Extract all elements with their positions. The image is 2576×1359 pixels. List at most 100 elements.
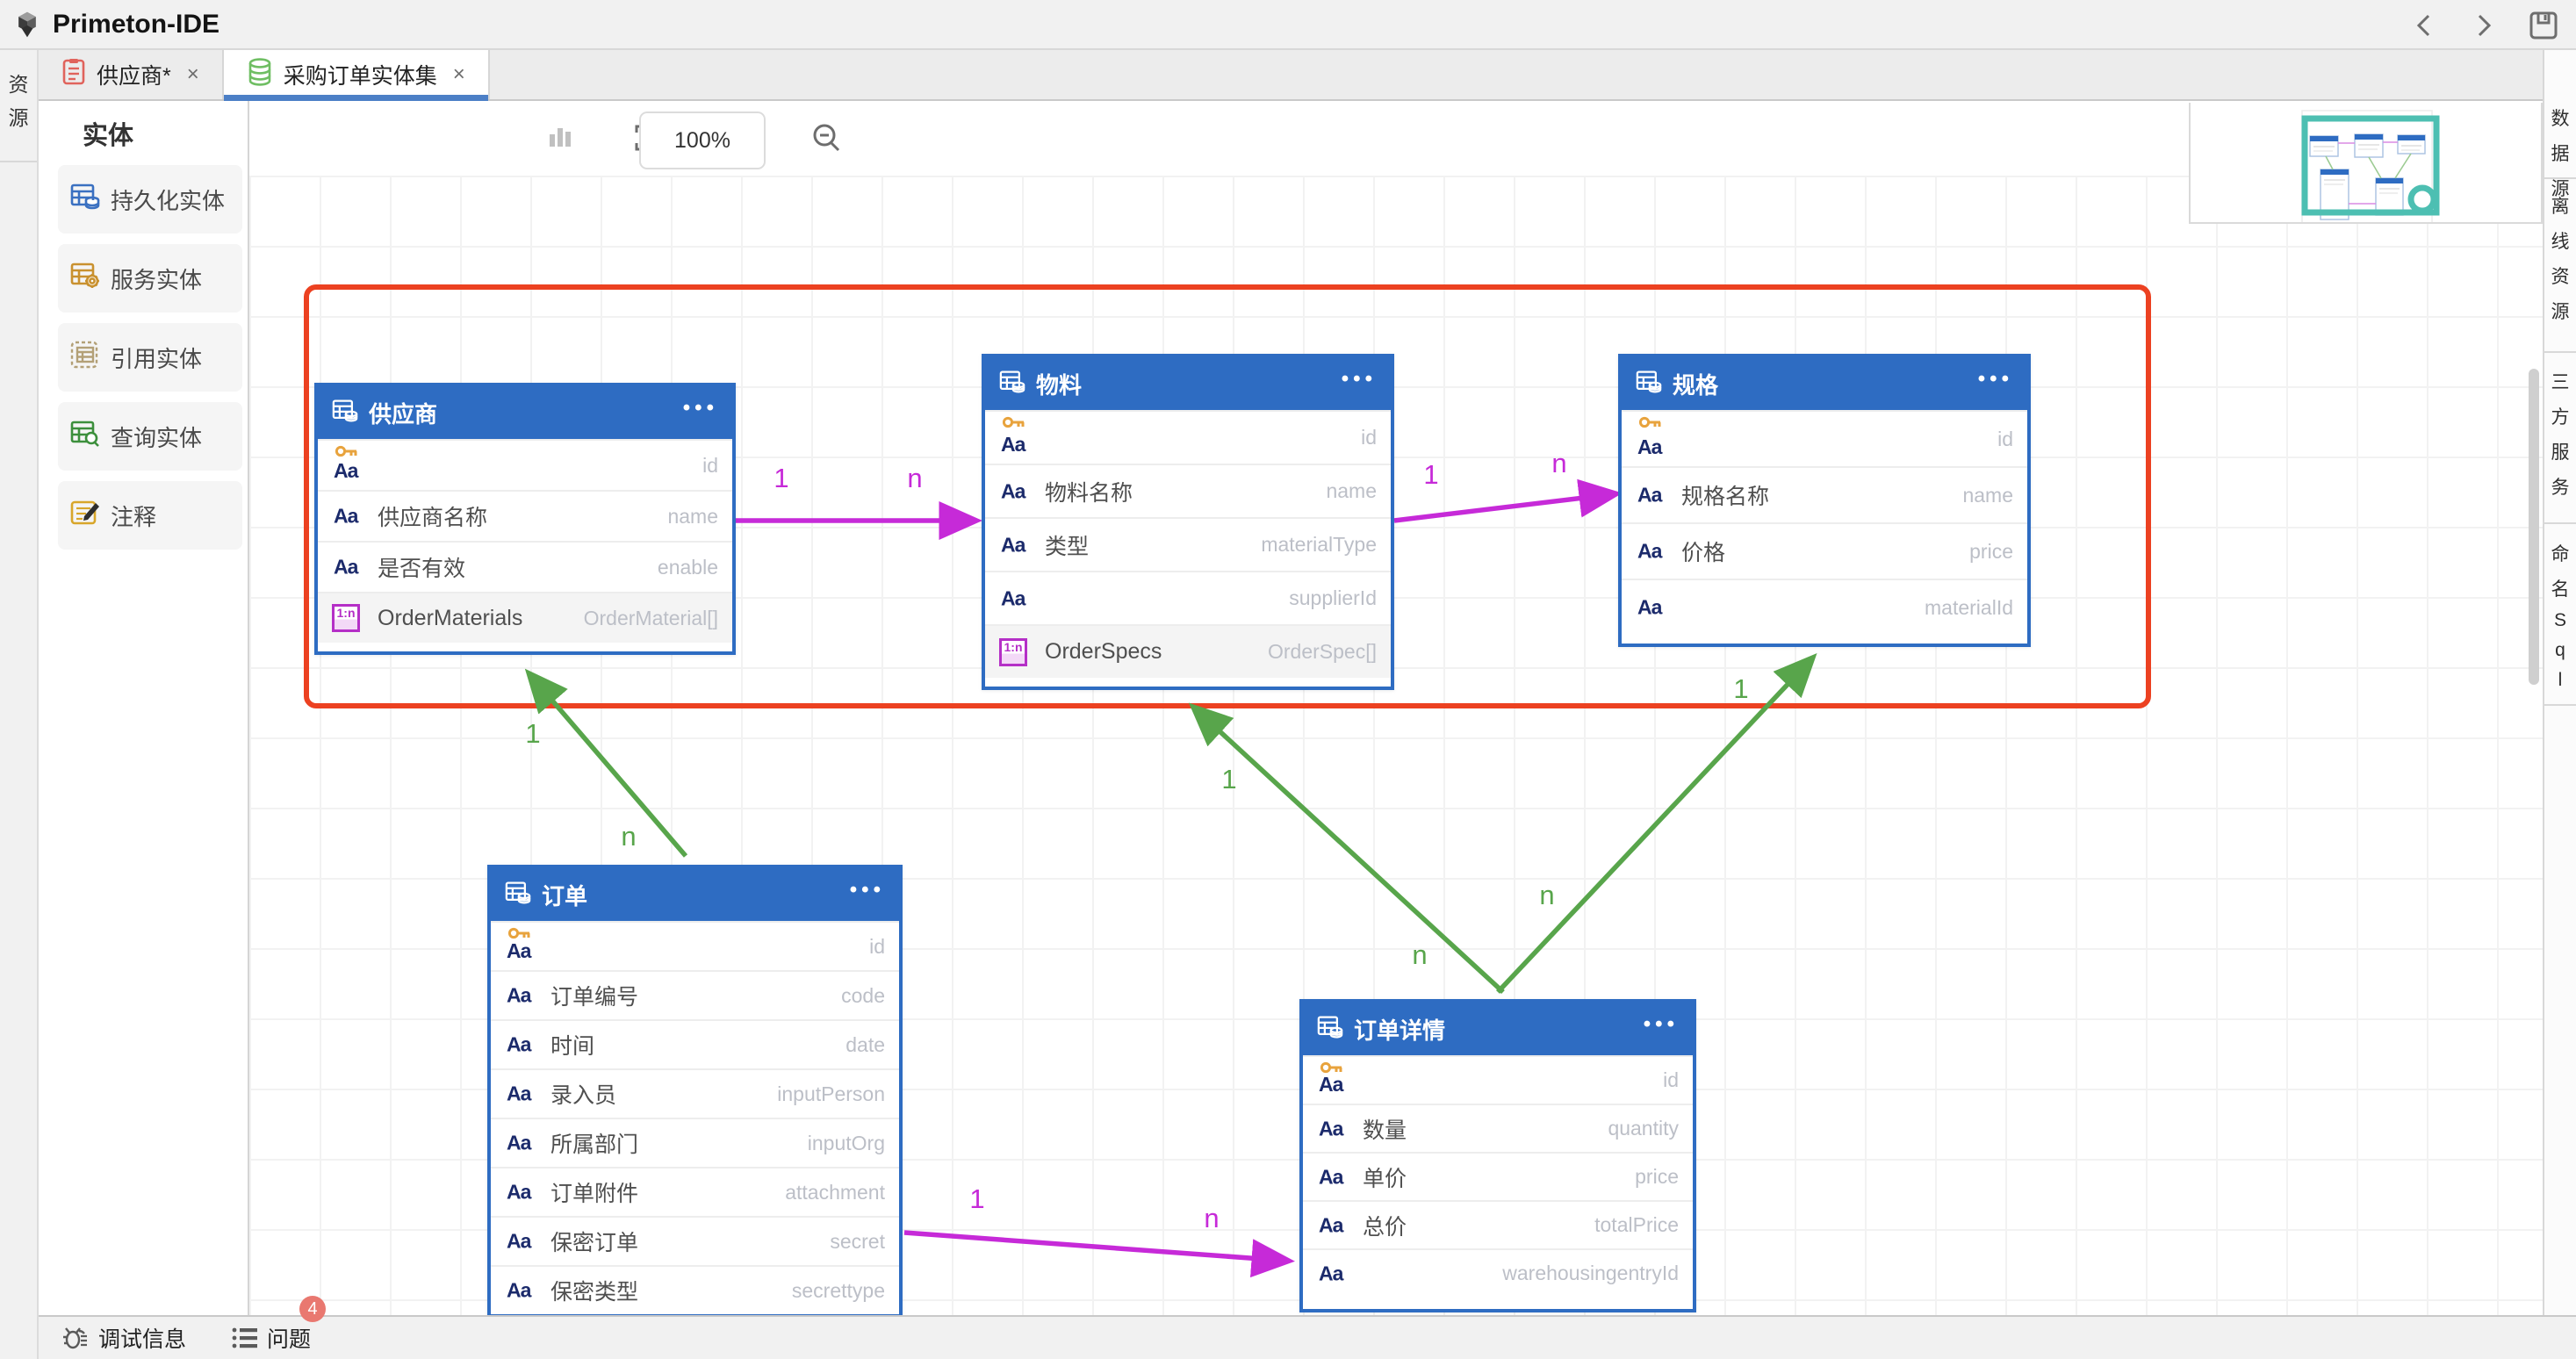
entity-field-row[interactable]: Aa 单价 price — [1303, 1152, 1693, 1200]
entity-table-3[interactable]: 订单 ••• Aa id Aa 订单编号 code Aa 时间 date Aa … — [487, 865, 903, 1318]
tab-label: 供应商* — [97, 64, 171, 89]
string-field-icon: Aa — [1637, 483, 1662, 507]
entity-field-row[interactable]: Aa 所属部门 inputOrg — [491, 1118, 899, 1167]
palette-item-3[interactable]: 查询实体 — [58, 402, 242, 471]
entity-field-row[interactable]: Aa id — [491, 921, 899, 970]
field-type: date — [845, 1032, 885, 1056]
entity-table-0[interactable]: 供应商 ••• Aa id Aa 供应商名称 name Aa 是否有效 enab… — [314, 383, 736, 655]
entity-title: 订单详情 — [1354, 1017, 1446, 1044]
table-icon — [505, 881, 531, 910]
entity-field-row[interactable]: Aa warehousingentryId — [1303, 1248, 1693, 1297]
string-field-icon: Aa — [334, 555, 358, 579]
editor-tab-1[interactable]: 采购订单实体集 × — [223, 50, 490, 101]
entity-field-row[interactable]: Aa 订单附件 attachment — [491, 1167, 899, 1216]
entity-field-row[interactable]: Aa id — [1303, 1055, 1693, 1104]
entity-table-4[interactable]: 订单详情 ••• Aa id Aa 数量 quantity Aa 单价 pric… — [1299, 999, 1696, 1312]
field-label: 物料名称 — [1045, 480, 1133, 506]
entity-header[interactable]: 物料 ••• — [985, 357, 1391, 410]
entity-header[interactable]: 订单 ••• — [491, 868, 899, 921]
field-type: quantity — [1608, 1117, 1679, 1140]
palette-item-0[interactable]: 持久化实体 — [58, 165, 242, 234]
zoom-out-icon[interactable] — [809, 120, 845, 155]
field-type: OrderMaterial[] — [583, 606, 718, 629]
entity-menu-icon[interactable]: ••• — [1977, 367, 2013, 391]
minimap-panel[interactable] — [2189, 103, 2543, 224]
field-type: name — [667, 504, 718, 528]
entity-palette-panel: 实体 持久化实体 服务实体 引用实体 查询实体 注释 — [39, 101, 249, 1315]
primary-key-icon: Aa — [332, 441, 378, 490]
palette-item-1[interactable]: 服务实体 — [58, 244, 242, 313]
right-rail-tab-0[interactable]: 数据源 — [2551, 109, 2570, 199]
debug-info-button[interactable]: 调试信息 — [61, 1322, 186, 1354]
entity-field-row[interactable]: 1:n OrderMaterials OrderMaterial[] — [318, 592, 732, 643]
entity-field-row[interactable]: Aa materialId — [1622, 579, 2027, 635]
entity-field-row[interactable]: Aa 规格名称 name — [1622, 466, 2027, 522]
entity-field-row[interactable]: Aa supplierId — [985, 571, 1391, 624]
field-type: enable — [657, 555, 718, 579]
minimap-resize-handle[interactable] — [2407, 184, 2437, 214]
string-field-icon: Aa — [1319, 1262, 1343, 1284]
entity-field-row[interactable]: Aa 总价 totalPrice — [1303, 1200, 1693, 1248]
minimap-viewport[interactable] — [2301, 115, 2440, 216]
app-title: Primeton-IDE — [53, 9, 220, 39]
entity-field-row[interactable]: Aa 类型 materialType — [985, 517, 1391, 571]
entity-menu-icon[interactable]: ••• — [849, 878, 885, 902]
right-rail-tab-2[interactable]: 三方服务 — [2551, 372, 2570, 498]
bug-icon — [63, 1327, 87, 1349]
entity-field-row[interactable]: Aa 保密类型 secrettype — [491, 1265, 899, 1314]
table-db-icon — [70, 183, 100, 217]
entity-field-row[interactable]: Aa 供应商名称 name — [318, 490, 732, 541]
palette-item-4[interactable]: 注释 — [58, 481, 242, 550]
canvas-toolbar: 100% — [249, 101, 2544, 176]
entity-field-row[interactable]: Aa 价格 price — [1622, 522, 2027, 579]
entity-field-row[interactable]: Aa id — [985, 410, 1391, 464]
problems-button[interactable]: 问题 — [232, 1322, 311, 1354]
entity-menu-icon[interactable]: ••• — [1643, 1012, 1679, 1036]
editor-tab-0[interactable]: 供应商* × — [39, 50, 224, 99]
entity-field-row[interactable]: Aa 订单编号 code — [491, 970, 899, 1019]
outline-icon[interactable] — [543, 120, 578, 155]
tab-close-icon[interactable]: × — [452, 62, 465, 86]
zoom-level-field[interactable]: 100% — [639, 111, 766, 169]
entity-field-row[interactable]: Aa 物料名称 name — [985, 464, 1391, 517]
primary-key-icon: Aa — [999, 412, 1045, 464]
entity-field-row[interactable]: Aa 时间 date — [491, 1019, 899, 1068]
tab-label: 采购订单实体集 — [283, 64, 437, 89]
save-icon[interactable] — [2529, 11, 2558, 40]
entity-field-row[interactable]: Aa 保密订单 secret — [491, 1216, 899, 1265]
entity-field-row[interactable]: Aa id — [318, 439, 732, 490]
tab-close-icon[interactable]: × — [186, 62, 199, 86]
nav-forward-icon[interactable] — [2469, 11, 2499, 40]
entity-field-row[interactable]: Aa 是否有效 enable — [318, 541, 732, 592]
nav-back-icon[interactable] — [2409, 11, 2439, 40]
field-label: 时间 — [550, 1034, 595, 1059]
right-rail-tab-1[interactable]: 离线资源 — [2551, 197, 2570, 322]
field-type: OrderSpec[] — [1268, 640, 1377, 663]
string-field-icon: Aa — [507, 983, 531, 1007]
entity-table-2[interactable]: 规格 ••• Aa id Aa 规格名称 name Aa 价格 price Aa… — [1618, 354, 2031, 647]
database-icon — [247, 57, 273, 92]
palette-item-label: 查询实体 — [111, 424, 203, 451]
field-label: 总价 — [1363, 1214, 1407, 1240]
canvas-vertical-scrollbar[interactable] — [2529, 369, 2539, 685]
left-rail-resources-tab[interactable]: 资源 — [8, 73, 29, 129]
entity-header[interactable]: 订单详情 ••• — [1303, 1003, 1693, 1055]
string-field-icon: Aa — [1319, 1165, 1343, 1188]
palette-item-2[interactable]: 引用实体 — [58, 323, 242, 392]
entity-menu-icon[interactable]: ••• — [1341, 367, 1377, 391]
field-type: price — [1635, 1165, 1679, 1188]
entity-field-row[interactable]: 1:n OrderSpecs OrderSpec[] — [985, 624, 1391, 678]
table-gear-icon — [70, 262, 100, 296]
field-label: 保密类型 — [550, 1280, 639, 1305]
string-field-icon: Aa — [1001, 586, 1025, 609]
entity-field-row[interactable]: Aa 数量 quantity — [1303, 1104, 1693, 1152]
entity-field-row[interactable]: Aa id — [1622, 410, 2027, 466]
debug-info-label: 调试信息 — [98, 1327, 187, 1352]
entity-header[interactable]: 规格 ••• — [1622, 357, 2027, 410]
entity-menu-icon[interactable]: ••• — [682, 396, 718, 420]
entity-table-1[interactable]: 物料 ••• Aa id Aa 物料名称 name Aa 类型 material… — [982, 354, 1394, 690]
entity-field-row[interactable]: Aa 录入员 inputPerson — [491, 1068, 899, 1118]
entity-header[interactable]: 供应商 ••• — [318, 386, 732, 439]
